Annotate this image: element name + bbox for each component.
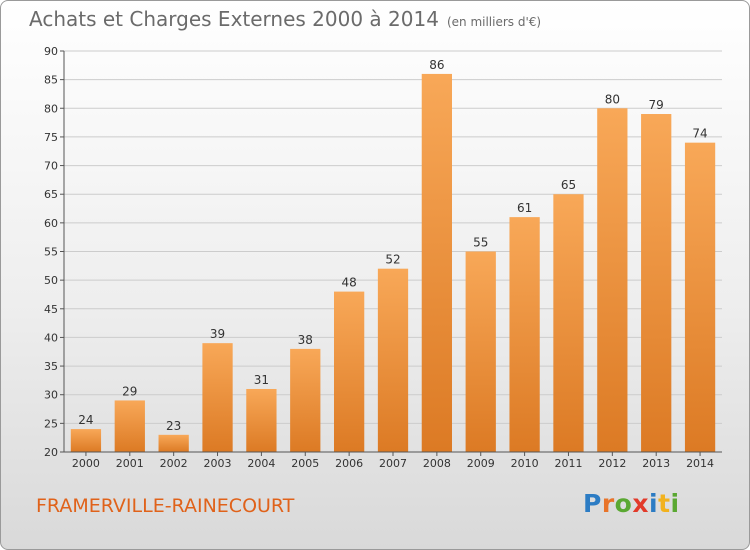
bar-2013: [641, 114, 672, 452]
x-tick-label-2006: 2006: [335, 457, 363, 470]
bar-2003: [202, 343, 233, 452]
value-label-2001: 29: [122, 384, 137, 398]
logo-letter: o: [614, 489, 633, 518]
y-tick-label: 20: [44, 446, 58, 459]
bar-2014: [684, 142, 716, 452]
x-tick-label-2014: 2014: [686, 457, 714, 470]
value-label-2006: 48: [341, 276, 356, 290]
y-tick-label: 75: [44, 131, 58, 144]
y-tick-label: 70: [44, 160, 58, 173]
bar-2001: [114, 400, 145, 452]
x-tick-label-2005: 2005: [291, 457, 319, 470]
axes: 20 25 30 35 40 45 50 55 60 65 70 75 80 85 90 2000 2001 20…: [44, 45, 722, 470]
bar-2008: [421, 73, 453, 453]
y-tick-label: 65: [44, 188, 58, 201]
bar-2007: [377, 268, 409, 452]
logo-letter: P: [583, 489, 602, 518]
bar-2000: [70, 429, 102, 452]
chart-title-block: Achats et Charges Externes 2000 à 2014 (e…: [29, 7, 541, 31]
x-tick-label-2003: 2003: [204, 457, 232, 470]
value-label-2014: 74: [692, 127, 707, 141]
y-tick-label: 60: [44, 217, 58, 230]
y-tick-label: 55: [44, 246, 58, 259]
y-tick-label: 50: [44, 274, 58, 287]
value-label-2009: 55: [473, 236, 488, 250]
x-tick-label-2000: 2000: [72, 457, 100, 470]
value-label-2007: 52: [385, 253, 400, 267]
bar-2005: [290, 348, 321, 452]
bar-2011: [553, 194, 584, 452]
y-tick-label: 35: [44, 360, 58, 373]
logo-letter: i: [670, 489, 680, 518]
bars: 24 29 23 39 31 38 48 52 86 55 61 65 80 79 74: [70, 58, 716, 453]
bar-2012: [597, 108, 628, 453]
x-tick-label-2002: 2002: [160, 457, 188, 470]
chart-title: Achats et Charges Externes 2000 à 2014: [29, 7, 439, 31]
bar-2006: [333, 291, 365, 452]
y-tick-label: 25: [44, 417, 58, 430]
value-label-2012: 80: [605, 92, 620, 106]
bar-2009: [465, 251, 496, 452]
y-tick-label: 85: [44, 74, 58, 87]
value-label-2005: 38: [298, 333, 313, 347]
x-tick-label-2009: 2009: [467, 457, 495, 470]
bar-2010: [509, 217, 540, 452]
logo-letter: t: [658, 489, 671, 518]
y-tick-label: 90: [44, 45, 58, 58]
chart-unit: (en milliers d'€): [446, 15, 542, 29]
bar-2002: [158, 434, 189, 452]
logo-letter: r: [601, 489, 615, 518]
bar-2004: [246, 388, 277, 452]
x-tick-label-2004: 2004: [247, 457, 275, 470]
value-label-2004: 31: [254, 373, 269, 387]
y-tick-label: 40: [44, 331, 58, 344]
x-tick-label-2008: 2008: [423, 457, 451, 470]
y-tick-label: 30: [44, 389, 58, 402]
x-tick-label-2010: 2010: [511, 457, 539, 470]
value-label-2011: 65: [561, 178, 576, 192]
value-label-2010: 61: [517, 201, 532, 215]
x-tick-label-2012: 2012: [598, 457, 626, 470]
value-label-2008: 86: [429, 58, 444, 72]
value-label-2000: 24: [78, 413, 93, 427]
logo-letter: x: [632, 489, 649, 518]
x-tick-label-2013: 2013: [642, 457, 670, 470]
x-tick-label-2007: 2007: [379, 457, 407, 470]
x-tick-label-2011: 2011: [554, 457, 582, 470]
x-tick-label-2001: 2001: [116, 457, 144, 470]
logo-letter: i: [649, 489, 659, 518]
commune-name: FRAMERVILLE-RAINECOURT: [36, 495, 295, 517]
proxiti-logo: Proxiti: [583, 489, 680, 518]
y-tick-label: 80: [44, 102, 58, 115]
y-tick-label: 45: [44, 303, 58, 316]
value-label-2002: 23: [166, 419, 181, 433]
value-label-2003: 39: [210, 327, 225, 341]
value-label-2013: 79: [649, 98, 664, 112]
